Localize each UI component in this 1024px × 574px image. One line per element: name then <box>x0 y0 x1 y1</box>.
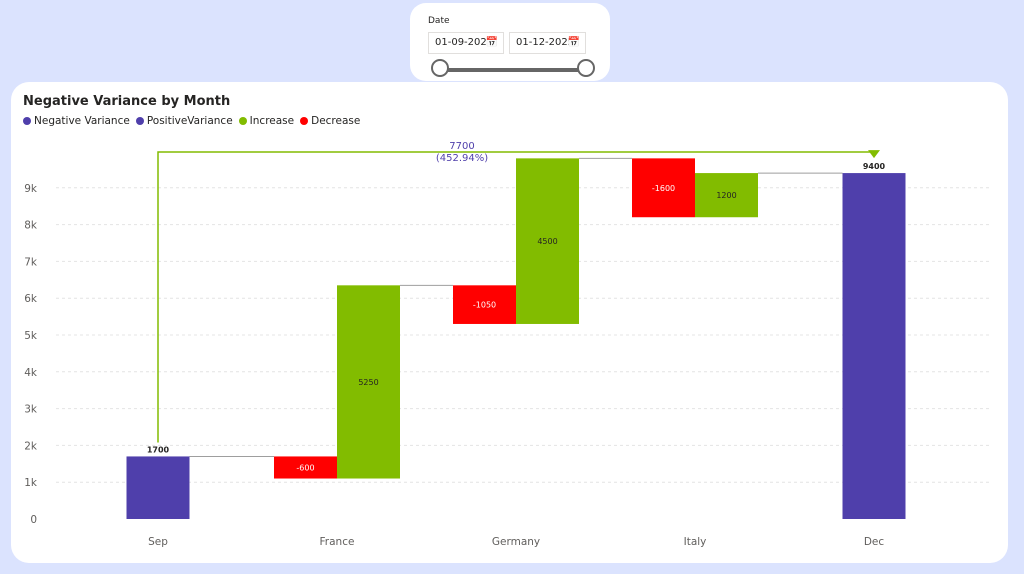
legend-item[interactable]: Negative Variance <box>23 115 130 127</box>
y-tick-label: 8k <box>24 220 38 232</box>
bar-data-label: 4500 <box>537 237 557 246</box>
legend-label: Negative Variance <box>34 115 130 127</box>
legend-item[interactable]: Increase <box>238 115 295 127</box>
y-tick-label: 5k <box>24 330 38 342</box>
start-date-value: 01-09-2025 <box>435 37 494 48</box>
bar-data-label: -600 <box>296 463 314 472</box>
x-tick-label: Sep <box>148 536 168 548</box>
legend-label: Decrease <box>311 115 361 127</box>
y-tick-label: 2k <box>24 440 38 452</box>
legend-item[interactable]: PositiveVariance <box>135 115 233 127</box>
variance-arrow-icon <box>868 150 880 159</box>
variance-value: 7700 <box>449 141 474 152</box>
waterfall-bar <box>632 158 695 218</box>
waterfall-bar <box>516 158 579 324</box>
calendar-icon[interactable]: 📅 <box>485 37 498 48</box>
legend-dot <box>300 117 309 125</box>
slicer-title: Date <box>428 16 450 26</box>
end-range-handle[interactable] <box>577 59 595 77</box>
start-range-handle[interactable] <box>431 59 449 77</box>
end-date-input[interactable]: 01-12-2025 📅 <box>509 32 586 54</box>
end-date-value: 01-12-2025 <box>516 37 575 48</box>
y-tick-label: 4k <box>24 367 38 379</box>
x-tick-label: Germany <box>492 536 540 548</box>
bar-data-label: 9400 <box>863 162 886 171</box>
waterfall-chart: 0 1k 2k 3k 4k 5k 6k 7k 8k 9k 1700 -600 5250 -1050 4500… <box>24 141 991 548</box>
x-tick-label: Dec <box>864 536 885 548</box>
legend-dot <box>238 117 247 125</box>
chart-title: Negative Variance by Month <box>23 94 231 109</box>
waterfall-bar <box>695 173 758 218</box>
y-tick-label: 3k <box>24 404 38 416</box>
y-tick-label: 6k <box>24 293 38 305</box>
y-tick-label: 0 <box>30 514 37 526</box>
legend-label: Increase <box>249 115 295 127</box>
waterfall-bar <box>842 173 906 519</box>
x-tick-label: Italy <box>684 536 707 548</box>
bar-data-label: -1600 <box>652 184 675 193</box>
x-tick-label: France <box>320 536 355 548</box>
waterfall-bar <box>274 456 337 479</box>
bar-data-label: 1200 <box>716 191 736 200</box>
y-tick-label: 9k <box>24 183 38 195</box>
chart-legend: Negative Variance PositiveVariance Increas… <box>23 115 360 127</box>
date-range-track[interactable] <box>440 68 588 72</box>
bar-data-label: 5250 <box>358 378 378 387</box>
y-tick-label: 1k <box>24 477 38 489</box>
date-slicer: Date 01-09-2025 📅 01-12-2025 📅 <box>410 3 610 81</box>
waterfall-bar <box>126 456 190 519</box>
calendar-icon[interactable]: 📅 <box>567 37 580 48</box>
bar-data-label: 1700 <box>147 445 170 454</box>
variance-percent: (452.94%) <box>436 153 488 164</box>
bar-data-label: -1050 <box>473 301 496 310</box>
legend-dot <box>23 117 31 125</box>
waterfall-bar <box>453 285 516 324</box>
legend-label: PositiveVariance <box>146 115 233 127</box>
y-tick-label: 7k <box>24 256 38 268</box>
legend-dot <box>135 117 144 125</box>
legend-item[interactable]: Decrease <box>300 115 360 127</box>
waterfall-bar <box>337 285 400 479</box>
chart-card: Negative Variance by Month Negative Vari… <box>11 82 1008 563</box>
start-date-input[interactable]: 01-09-2025 📅 <box>428 32 504 54</box>
